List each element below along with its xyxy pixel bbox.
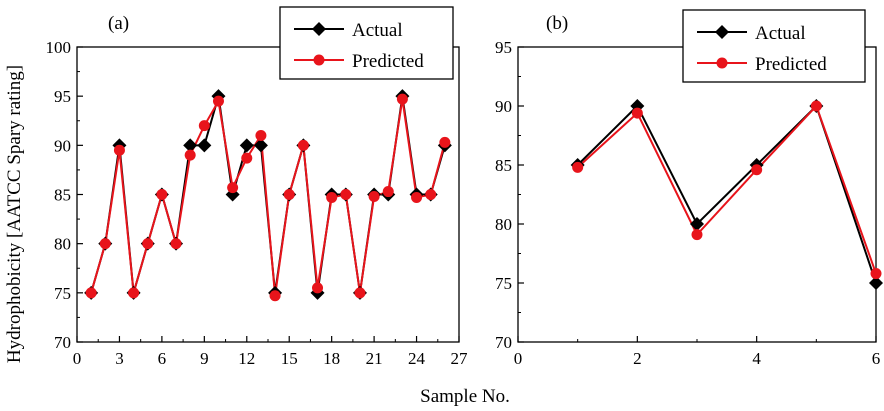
data-point-predicted: [128, 287, 140, 299]
data-point-predicted: [382, 186, 394, 198]
legend-label: Actual: [352, 20, 403, 41]
x-tick-label: 21: [366, 349, 383, 368]
data-point-predicted: [241, 152, 253, 164]
data-point-predicted: [326, 191, 338, 203]
panel-label: (b): [546, 13, 568, 34]
chart-panel-a: 0 3 6 9 12 15 18 21 24 27 70 75 80 85 90 95 100 (a) Actual…: [46, 6, 469, 368]
data-point-predicted: [312, 282, 324, 294]
data-point-predicted: [142, 238, 154, 250]
data-point-predicted: [99, 238, 111, 250]
y-axis-label: Hydrophobicity [AATCC Spary rating]: [4, 65, 25, 363]
data-point-predicted: [156, 189, 168, 200]
data-point-actual: [239, 138, 254, 153]
data-point-predicted: [631, 107, 643, 119]
data-point-predicted: [113, 144, 125, 156]
data-point-predicted: [810, 100, 822, 112]
data-point-predicted: [368, 190, 380, 202]
y-tick-label: 85: [54, 186, 71, 205]
data-point-actual: [183, 138, 198, 153]
x-tick-label: 6: [158, 349, 167, 368]
x-tick-label: 27: [451, 349, 469, 368]
y-tick-label: 75: [495, 274, 512, 293]
data-point-predicted: [269, 290, 281, 302]
data-point-actual: [869, 276, 883, 290]
data-point-predicted: [212, 95, 224, 107]
data-point-predicted: [572, 161, 584, 173]
plot-frame: [517, 46, 877, 343]
data-point-predicted: [184, 149, 196, 161]
y-tick-label: 80: [54, 235, 71, 254]
data-point-predicted: [283, 189, 295, 200]
data-point-predicted: [870, 268, 882, 280]
x-tick-label: 0: [514, 349, 523, 368]
data-point-predicted: [751, 164, 763, 176]
legend-box: [682, 9, 866, 83]
y-tick-label: 70: [54, 333, 71, 352]
x-tick-label: 3: [115, 349, 124, 368]
data-point-predicted: [425, 189, 437, 200]
data-point-predicted: [396, 93, 408, 105]
x-tick-label: 4: [752, 349, 761, 368]
data-point-predicted: [439, 136, 451, 148]
y-tick-label: 90: [495, 97, 512, 116]
data-point-predicted: [198, 120, 210, 132]
legend-marker: [312, 22, 326, 36]
data-point-predicted: [85, 287, 97, 299]
y-tick-label: 90: [54, 136, 71, 155]
data-point-predicted: [227, 182, 239, 194]
data-point-predicted: [297, 139, 309, 151]
data-point-predicted: [340, 189, 352, 200]
y-tick-label: 85: [495, 156, 512, 175]
panel-label: (a): [108, 13, 129, 34]
chart-panel-b: 0 2 4 6 70 75 80 85 90 95 (b) Actual Predicted: [495, 9, 883, 368]
legend-marker: [716, 57, 728, 69]
x-tick-label: 24: [408, 349, 426, 368]
x-tick-label: 15: [281, 349, 298, 368]
x-tick-label: 6: [872, 349, 881, 368]
series-line-predicted: [576, 104, 877, 274]
data-point-predicted: [354, 287, 366, 299]
data-point-predicted: [411, 191, 423, 203]
y-tick-label: 80: [495, 215, 512, 234]
data-point-actual: [197, 138, 212, 153]
data-point-predicted: [691, 229, 703, 241]
y-tick-label: 75: [54, 284, 71, 303]
legend-box: [279, 6, 454, 80]
legend-marker: [313, 54, 325, 66]
series-line-actual: [576, 104, 877, 284]
x-tick-label: 18: [323, 349, 340, 368]
y-tick-label: 100: [46, 38, 72, 57]
x-tick-label: 9: [200, 349, 209, 368]
x-tick-label: 12: [238, 349, 255, 368]
legend-label: Predicted: [755, 54, 827, 75]
data-point-actual: [690, 217, 704, 231]
legend-label: Actual: [755, 23, 806, 44]
x-axis-label: Sample No.: [420, 386, 510, 407]
y-tick-label: 95: [495, 38, 512, 57]
legend-label: Predicted: [352, 51, 424, 72]
data-point-predicted: [255, 130, 267, 141]
x-tick-label: 2: [633, 349, 642, 368]
y-tick-label: 95: [54, 87, 71, 106]
y-tick-label: 70: [495, 333, 512, 352]
legend-marker: [715, 25, 729, 39]
data-point-predicted: [170, 238, 182, 250]
x-tick-label: 0: [73, 349, 82, 368]
data-point-actual: [253, 138, 268, 153]
